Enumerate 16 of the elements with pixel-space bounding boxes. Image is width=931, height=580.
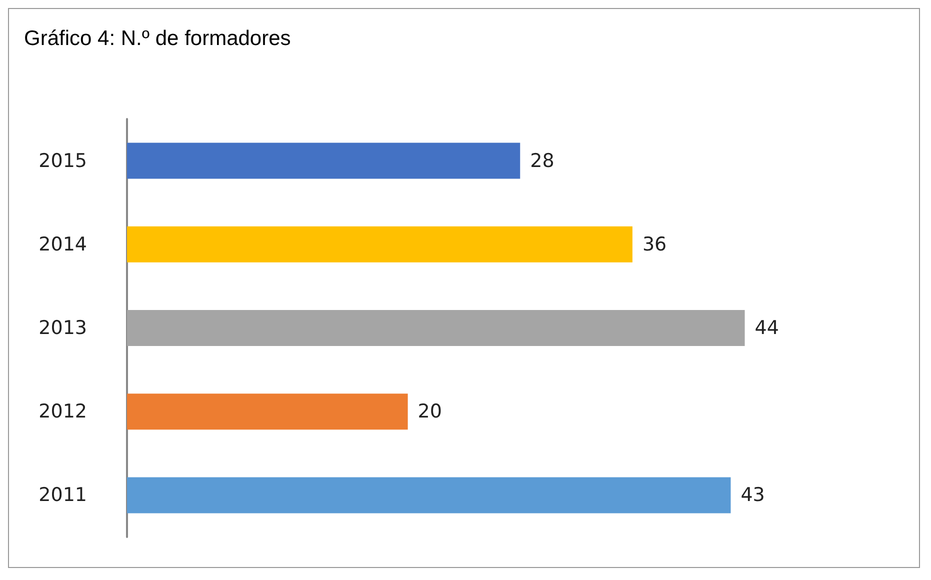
data-label: 43 — [740, 484, 765, 506]
y-tick-label: 2015 — [38, 150, 87, 172]
y-tick-label: 2012 — [38, 400, 87, 423]
data-label: 36 — [642, 233, 667, 256]
bar — [127, 394, 408, 430]
y-tick-label: 2013 — [38, 317, 87, 339]
bar — [127, 310, 745, 346]
data-label: 44 — [754, 317, 779, 339]
chart-title: Gráfico 4: N.º de formadores — [24, 27, 291, 50]
bar — [127, 477, 731, 514]
data-label: 20 — [418, 400, 442, 423]
y-tick-label: 2011 — [38, 484, 87, 506]
bar — [127, 142, 520, 179]
data-label: 28 — [530, 150, 554, 172]
y-tick-label: 2014 — [38, 233, 87, 256]
bar — [127, 226, 632, 262]
